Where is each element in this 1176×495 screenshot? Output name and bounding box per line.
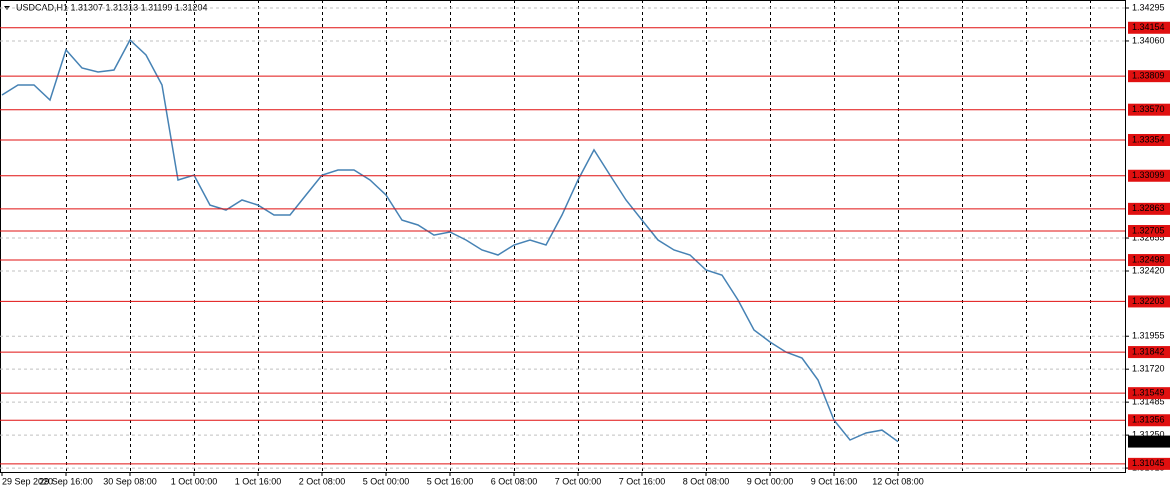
level-label: 1.33099 <box>1132 170 1165 180</box>
x-tick-label: 29 Sep 2020 <box>2 476 53 486</box>
x-tick-label: 1 Oct 00:00 <box>171 476 218 486</box>
chart-title: USDCAD,H1 1.31307 1.31313 1.31199 1.3120… <box>16 2 207 12</box>
x-tick-label: 5 Oct 16:00 <box>427 476 474 486</box>
price-line <box>1 38 899 443</box>
level-label: 1.31549 <box>1132 388 1165 398</box>
level-label: 1.32203 <box>1132 296 1165 306</box>
level-label: 1.33809 <box>1132 71 1165 81</box>
x-tick-label: 29 Sep 16:00 <box>39 476 93 486</box>
level-label: 1.32863 <box>1132 203 1165 213</box>
x-tick-label: 8 Oct 08:00 <box>683 476 730 486</box>
level-tag <box>1128 254 1170 267</box>
x-tick-label: 7 Oct 16:00 <box>619 476 666 486</box>
level-label: 1.32498 <box>1132 254 1165 264</box>
x-tick-label: 12 Oct 08:00 <box>872 476 924 486</box>
level-tag <box>1128 414 1170 427</box>
level-tag <box>1128 70 1170 83</box>
level-tag <box>1128 103 1170 116</box>
x-tick-label: 9 Oct 00:00 <box>747 476 794 486</box>
y-tick-label: 1.31720 <box>1132 364 1165 374</box>
y-tick-label: 1.32655 <box>1132 232 1165 242</box>
level-label: 1.33570 <box>1132 104 1165 114</box>
y-tick-label: 1.31955 <box>1132 331 1165 341</box>
level-tag <box>1128 169 1170 182</box>
y-tick-label: 1.34060 <box>1132 35 1165 45</box>
x-tick-label: 30 Sep 08:00 <box>103 476 157 486</box>
level-tag <box>1128 387 1170 400</box>
x-tick-label: 9 Oct 16:00 <box>811 476 858 486</box>
x-tick-label: 1 Oct 16:00 <box>235 476 282 486</box>
x-tick-label: 5 Oct 00:00 <box>363 476 410 486</box>
level-label: 1.32705 <box>1132 225 1165 235</box>
level-tag <box>1128 295 1170 308</box>
current-price-tag <box>1128 435 1170 448</box>
current-price-label: 1.31204 <box>1132 436 1165 446</box>
level-label: 1.31356 <box>1132 415 1165 425</box>
y-tick-label: 1.34295 <box>1132 2 1165 12</box>
level-label: 1.34154 <box>1132 22 1165 32</box>
level-tag <box>1128 21 1170 34</box>
level-label: 1.31842 <box>1132 346 1165 356</box>
x-tick-label: 7 Oct 00:00 <box>555 476 602 486</box>
y-tick-label: 1.32420 <box>1132 265 1165 275</box>
level-tag <box>1128 133 1170 146</box>
level-tag <box>1128 346 1170 359</box>
level-tag <box>1128 202 1170 215</box>
x-tick-label: 6 Oct 08:00 <box>491 476 538 486</box>
level-label: 1.33354 <box>1132 134 1165 144</box>
y-tick-label: 1.31250 <box>1132 429 1165 439</box>
y-tick-label: 1.31485 <box>1132 397 1165 407</box>
level-tag <box>1128 457 1170 470</box>
x-tick-label: 2 Oct 08:00 <box>299 476 346 486</box>
level-tag <box>1128 225 1170 238</box>
level-label: 1.31045 <box>1132 458 1165 468</box>
plot-frame <box>0 0 1126 473</box>
